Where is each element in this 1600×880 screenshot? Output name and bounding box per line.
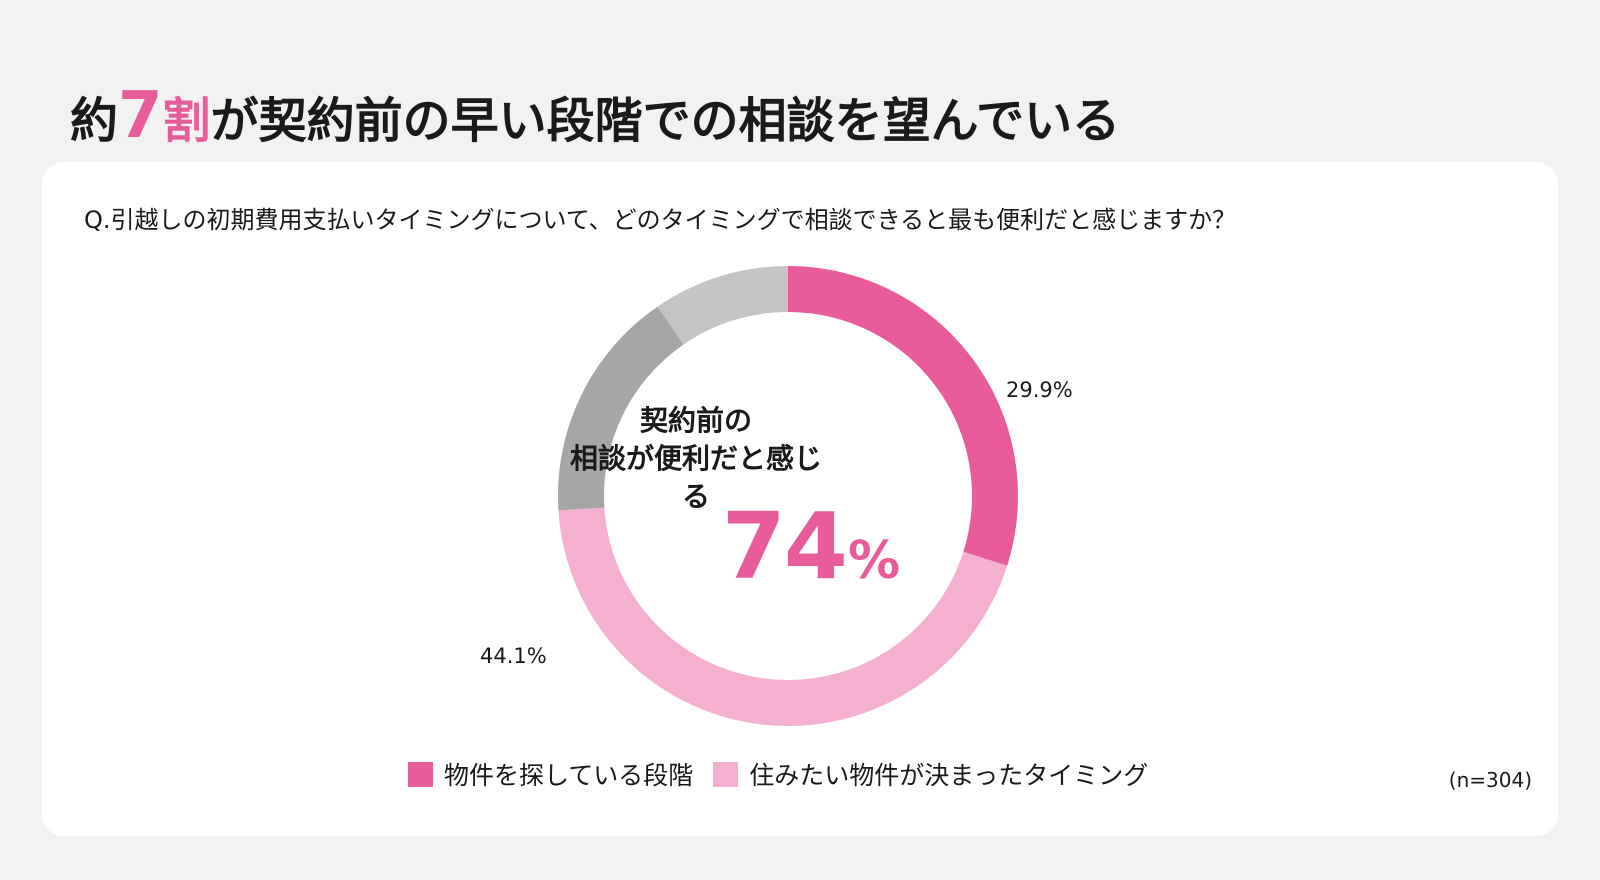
legend-label-decided: 住みたい物件が決まったタイミング xyxy=(749,761,1149,790)
sample-size: (n=304) xyxy=(1448,768,1532,792)
center-value: 74% xyxy=(646,492,976,602)
center-label-line1: 契約前の xyxy=(639,404,752,437)
donut-slice-other-1 xyxy=(558,306,684,511)
chart-legend: 物件を探している段階 住みたい物件が決まったタイミング xyxy=(408,756,1168,792)
title-accent-number: 7 xyxy=(118,79,163,153)
donut-slice-decided xyxy=(558,507,1008,726)
legend-item-searching: 物件を探している段階 xyxy=(408,756,693,792)
title-prefix: 約 xyxy=(70,93,119,149)
center-value-unit: % xyxy=(847,531,901,591)
donut-slice-searching xyxy=(788,266,1018,566)
slice-label-decided: 44.1% xyxy=(480,644,547,668)
legend-swatch-decided xyxy=(713,761,739,787)
donut-chart xyxy=(558,266,1018,726)
title-accent-unit: 割 xyxy=(162,93,211,149)
center-label: 契約前の 相談が便利だと感じる xyxy=(566,402,826,516)
legend-item-decided: 住みたい物件が決まったタイミング xyxy=(713,756,1148,792)
title-suffix: が契約前の早い段階での相談を望んでいる xyxy=(210,93,1121,149)
chart-card: Q.引越しの初期費用支払いタイミングについて、どのタイミングで相談できると最も便… xyxy=(42,162,1558,836)
donut-slice-other-2 xyxy=(657,266,788,345)
survey-question: Q.引越しの初期費用支払いタイミングについて、どのタイミングで相談できると最も便… xyxy=(84,206,1237,234)
center-label-line2: 相談が便利だと感じる xyxy=(569,442,822,513)
slice-label-searching: 29.9% xyxy=(1006,378,1073,402)
page-title: 約7割が契約前の早い段階での相談を望んでいる xyxy=(70,78,1120,159)
legend-label-searching: 物件を探している段階 xyxy=(444,761,694,790)
center-value-number: 74 xyxy=(721,493,848,600)
legend-swatch-searching xyxy=(408,761,433,787)
